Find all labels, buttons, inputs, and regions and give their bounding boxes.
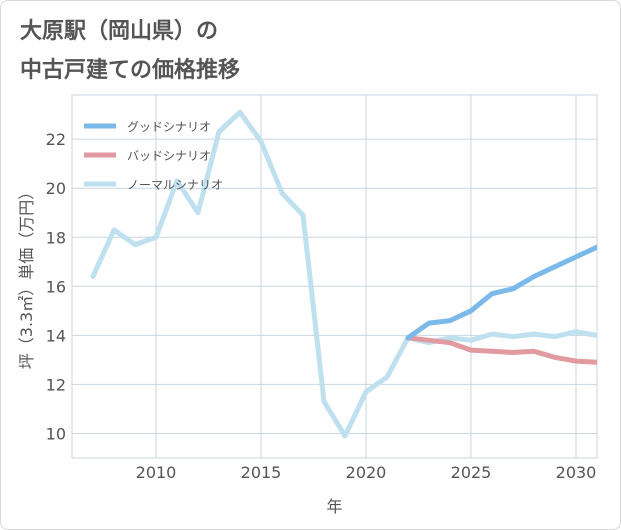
y-axis-label: 坪（3.3㎡）単価（万円）: [17, 184, 36, 369]
x-tick-label: 2030: [556, 463, 597, 482]
legend-label: グッドシナリオ: [127, 120, 211, 134]
series-line-normal: [90, 109, 597, 439]
y-tick-label: 10: [46, 424, 66, 443]
x-tick-label: 2010: [136, 463, 177, 482]
y-axis-ticks: 10 12 14 16 18 20 22: [46, 130, 66, 443]
x-axis-ticks: 2010 2015 2020 2025 2030: [136, 463, 597, 482]
chart-title-line2: 中古戸建ての価格推移: [20, 58, 241, 83]
x-tick-label: 2015: [241, 463, 282, 482]
series-line-bad: [405, 335, 597, 365]
y-tick-label: 14: [46, 326, 66, 345]
y-tick-label: 12: [46, 375, 66, 394]
grid-lines: [71, 94, 598, 459]
chart-title-line1: 大原駅（岡山県）の: [20, 19, 219, 44]
y-tick-label: 20: [46, 179, 66, 198]
x-axis-label: 年: [326, 497, 342, 516]
series-line-good: [405, 244, 597, 341]
plot-frame: [71, 94, 598, 459]
x-tick-label: 2025: [451, 463, 492, 482]
y-tick-label: 22: [46, 130, 66, 149]
x-tick-label: 2020: [346, 463, 387, 482]
y-tick-label: 18: [46, 228, 66, 247]
legend-label: ノーマルシナリオ: [127, 178, 223, 192]
y-tick-label: 16: [46, 277, 66, 296]
series-layer: [90, 109, 597, 439]
legend-label: バッドシナリオ: [127, 149, 211, 163]
